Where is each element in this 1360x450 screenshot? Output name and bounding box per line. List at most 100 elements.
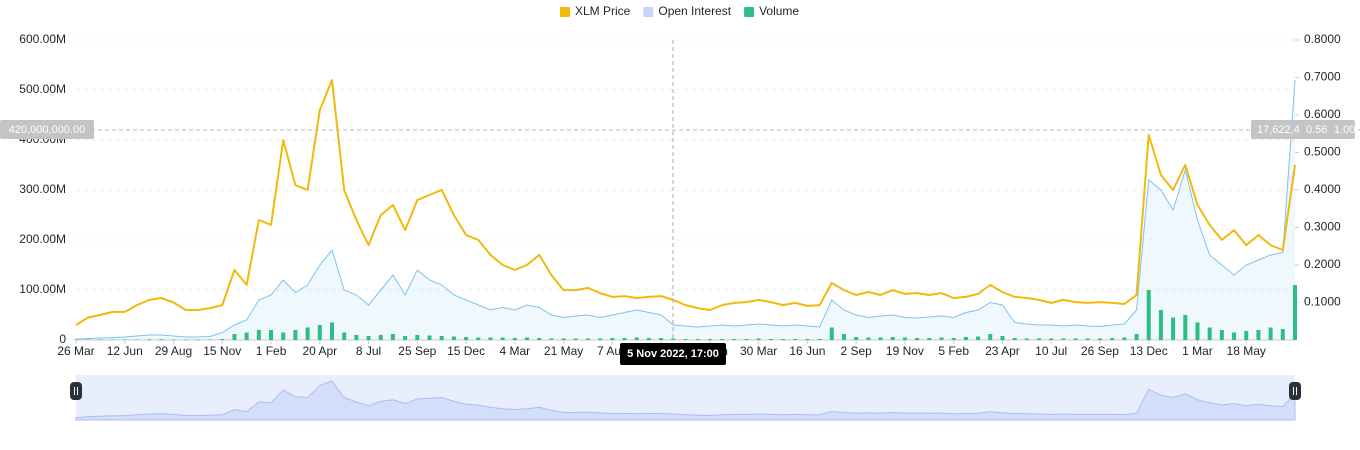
volume-bar — [1134, 334, 1139, 340]
volume-bar — [1024, 338, 1029, 340]
x-tick-label: 2 Sep — [840, 344, 872, 358]
x-tick-label: 26 Sep — [1081, 344, 1119, 358]
volume-bar — [732, 339, 737, 340]
volume-bar — [793, 339, 798, 340]
x-tick-label: 23 Apr — [985, 344, 1020, 358]
volume-bar — [488, 337, 493, 340]
volume-bar — [366, 336, 371, 340]
legend-label[interactable]: Volume — [759, 4, 799, 18]
volume-bar — [208, 339, 213, 340]
volume-bar — [354, 335, 359, 340]
volume-bar — [951, 338, 956, 340]
y-tick-label: 300.00M — [19, 182, 66, 196]
x-tick-label: 16 Jun — [789, 344, 825, 358]
volume-bar — [232, 334, 237, 340]
volume-bar — [134, 339, 139, 340]
volume-bar — [1195, 322, 1200, 340]
volume-bar — [622, 338, 627, 340]
y2-tick-label: 0.6000 — [1304, 107, 1341, 121]
volume-bar — [1232, 332, 1237, 340]
x-tick-label: 13 Dec — [1130, 344, 1168, 358]
volume-bar — [329, 322, 334, 340]
y2-tick-label: 0.2000 — [1304, 257, 1341, 271]
volume-bar — [1171, 317, 1176, 340]
crosshair-y2-label: 1.00 — [1334, 124, 1355, 136]
volume-bar — [781, 339, 786, 340]
legend-swatch[interactable] — [643, 7, 654, 17]
volume-bar — [854, 337, 859, 340]
volume-bar — [829, 327, 834, 340]
volume-bar — [549, 338, 554, 340]
volume-bar — [1244, 331, 1249, 340]
volume-bar — [768, 339, 773, 340]
volume-bar — [378, 335, 383, 340]
volume-bar — [220, 339, 225, 340]
y-tick-label: 0 — [59, 332, 66, 346]
navigator-handle[interactable] — [1289, 382, 1301, 400]
volume-bar — [403, 336, 408, 340]
volume-bar — [1012, 338, 1017, 340]
legend-swatch[interactable] — [744, 7, 755, 17]
volume-bar — [878, 337, 883, 340]
volume-bar — [1061, 338, 1066, 340]
open-interest-area — [76, 80, 1295, 340]
volume-bar — [427, 335, 432, 340]
volume-bar — [902, 337, 907, 340]
volume-bar — [1158, 310, 1163, 340]
volume-bar — [183, 339, 188, 340]
volume-bar — [976, 336, 981, 340]
volume-bar — [537, 338, 542, 340]
volume-bar — [293, 330, 298, 340]
volume-bar — [1219, 330, 1224, 340]
volume-bar — [683, 339, 688, 340]
volume-bar — [451, 336, 456, 340]
volume-bar — [988, 334, 993, 340]
x-tick-label: 26 Mar — [57, 344, 94, 358]
volume-bar — [1293, 285, 1297, 340]
y-tick-label: 200.00M — [19, 232, 66, 246]
y-tick-label: 100.00M — [19, 282, 66, 296]
legend-swatch[interactable] — [560, 7, 570, 17]
x-tick-label: 1 Feb — [256, 344, 287, 358]
volume-bar — [464, 337, 469, 340]
x-tick-label: 12 Jun — [107, 344, 143, 358]
x-tick-label: 25 Sep — [398, 344, 436, 358]
legend: XLM Price Open Interest Volume — [560, 4, 799, 18]
y2-tick-label: 0.8000 — [1304, 32, 1341, 46]
volume-bar — [1049, 338, 1054, 340]
volume-bar — [390, 334, 395, 340]
volume-bar — [598, 338, 603, 340]
volume-bar — [1256, 330, 1261, 340]
volume-bar — [1268, 327, 1273, 340]
volume-bar — [305, 327, 310, 340]
volume-bar — [1073, 338, 1078, 340]
legend-label[interactable]: XLM Price — [575, 4, 631, 18]
volume-bar — [122, 339, 127, 340]
volume-bar — [634, 337, 639, 340]
volume-bar — [512, 338, 517, 340]
volume-bar — [256, 330, 261, 340]
legend-label[interactable]: Open Interest — [658, 4, 731, 18]
volume-bar — [195, 339, 200, 340]
volume-bar — [525, 337, 530, 340]
volume-bar — [86, 339, 91, 340]
volume-bar — [963, 337, 968, 340]
volume-bar — [939, 337, 944, 340]
volume-bar — [317, 325, 322, 340]
navigator-handle[interactable] — [70, 382, 82, 400]
x-tick-label: 4 Mar — [499, 344, 530, 358]
volume-bar — [281, 332, 286, 340]
volume-bar — [1000, 336, 1005, 340]
volume-bar — [74, 339, 78, 340]
volume-bar — [110, 339, 115, 340]
volume-bar — [659, 338, 664, 340]
volume-bar — [744, 339, 749, 340]
volume-bar — [720, 339, 725, 340]
x-tick-label: 1 Mar — [1182, 344, 1213, 358]
volume-bar — [1085, 338, 1090, 340]
navigator-area — [75, 380, 1296, 421]
x-tick-label: 21 May — [544, 344, 583, 358]
crosshair-y2-label: 17,622,4 — [1257, 124, 1300, 136]
volume-bar — [1110, 338, 1115, 340]
